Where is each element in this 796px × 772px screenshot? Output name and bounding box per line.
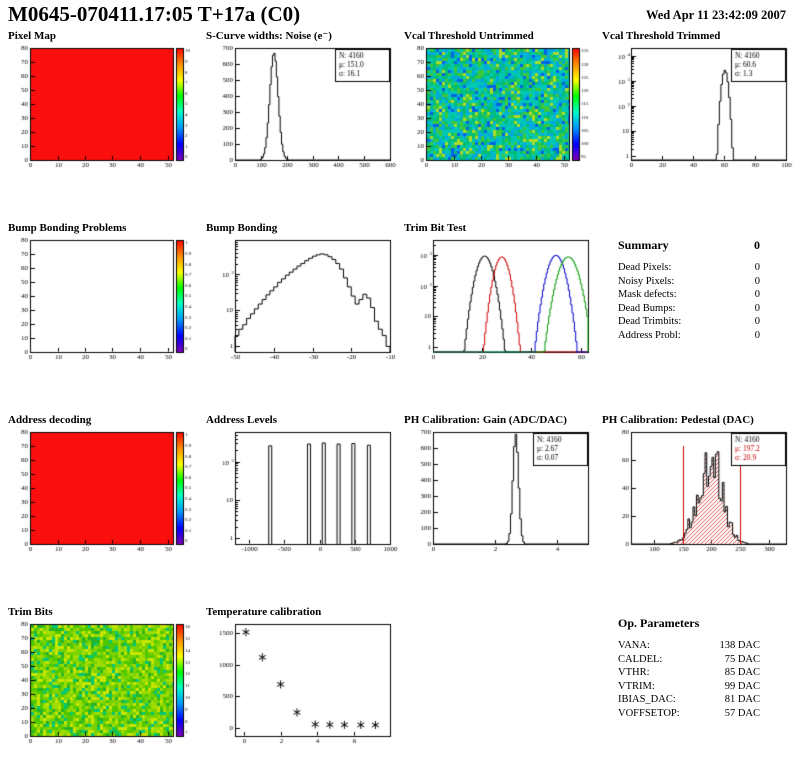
op-parameter-row: CALDEL: 75 DAC [618,653,760,667]
summary-header: Summary 0 [618,238,760,253]
op-parameter-value: 138 DAC [719,639,760,653]
bump-problems-panel: Bump Bonding Problems [8,222,200,367]
op-parameter-value: 85 DAC [725,666,760,680]
op-parameter-row: VTHR: 85 DAC [618,666,760,680]
summary-row-value: 0 [755,288,760,302]
pixel-map-title: Pixel Map [8,30,200,43]
trim-bits-panel: Trim Bits [8,606,200,751]
address-decoding-panel: Address decoding [8,414,200,559]
ph-gain-canvas [404,427,596,559]
summary-row-label: Noisy Pixels: [618,275,674,289]
vcal-trimmed-title: Vcal Threshold Trimmed [602,30,794,43]
summary-row-value: 0 [755,275,760,289]
report-datetime: Wed Apr 11 23:42:09 2007 [646,8,786,23]
report-page: M0645-070411.17:05 T+17a (C0) Wed Apr 11… [0,0,796,772]
summary-row-value: 0 [755,315,760,329]
ph-pedestal-canvas [602,427,794,559]
summary-row: Address Probl: 0 [618,329,760,343]
summary-total: 0 [754,238,760,253]
summary-row-value: 0 [755,329,760,343]
summary-row-label: Dead Pixels: [618,261,671,275]
summary-row: Mask defects: 0 [618,288,760,302]
bump-problems-title: Bump Bonding Problems [8,222,200,235]
op-parameter-value: 57 DAC [725,707,760,721]
summary-row: Noisy Pixels: 0 [618,275,760,289]
vcal-trimmed-panel: Vcal Threshold Trimmed [602,30,794,175]
trim-bits-title: Trim Bits [8,606,200,619]
temp-cal-canvas [206,619,398,751]
address-levels-panel: Address Levels [206,414,398,559]
ph-pedestal-title: PH Calibration: Pedestal (DAC) [602,414,794,427]
op-parameter-label: VTHR: [618,666,650,680]
bump-bonding-canvas [206,235,398,367]
op-parameter-row: VOFFSETOP: 57 DAC [618,707,760,721]
vcal-trimmed-canvas [602,43,794,175]
op-parameter-row: IBIAS_DAC: 81 DAC [618,693,760,707]
bump-bonding-title: Bump Bonding [206,222,398,235]
pixel-map-panel: Pixel Map [8,30,200,175]
address-decoding-canvas [8,427,200,559]
op-parameter-label: CALDEL: [618,653,662,667]
summary-row: Dead Trimbits: 0 [618,315,760,329]
op-parameter-label: VANA: [618,639,650,653]
summary-title: Summary [618,238,669,253]
scurve-noise-panel: S-Curve widths: Noise (e⁻) [206,30,398,175]
vcal-untrimmed-panel: Vcal Threshold Untrimmed [404,30,596,175]
op-parameters-panel: Op. Parameters VANA: 138 DAC CALDEL: 75 … [618,616,760,720]
address-levels-canvas [206,427,398,559]
op-parameter-value: 81 DAC [725,693,760,707]
vcal-untrimmed-title: Vcal Threshold Untrimmed [404,30,596,43]
summary-row-label: Dead Trimbits: [618,315,681,329]
op-parameter-row: VANA: 138 DAC [618,639,760,653]
summary-row: Dead Pixels: 0 [618,261,760,275]
bump-problems-canvas [8,235,200,367]
trim-bit-test-title: Trim Bit Test [404,222,596,235]
address-decoding-title: Address decoding [8,414,200,427]
op-parameter-label: VTRIM: [618,680,655,694]
summary-row-label: Mask defects: [618,288,677,302]
report-title: M0645-070411.17:05 T+17a (C0) [8,2,300,27]
summary-row-value: 0 [755,302,760,316]
summary-row-label: Address Probl: [618,329,681,343]
trim-bit-test-canvas [404,235,596,367]
ph-pedestal-panel: PH Calibration: Pedestal (DAC) [602,414,794,559]
op-parameters-title: Op. Parameters [618,616,699,631]
temp-cal-panel: Temperature calibration [206,606,398,751]
trim-bit-test-panel: Trim Bit Test [404,222,596,367]
op-parameter-label: IBIAS_DAC: [618,693,676,707]
summary-row: Dead Bumps: 0 [618,302,760,316]
address-levels-title: Address Levels [206,414,398,427]
scurve-noise-canvas [206,43,398,175]
pixel-map-canvas [8,43,200,175]
ph-gain-title: PH Calibration: Gain (ADC/DAC) [404,414,596,427]
vcal-untrimmed-canvas [404,43,596,175]
trim-bits-canvas [8,619,200,751]
op-parameter-value: 99 DAC [725,680,760,694]
op-parameter-row: VTRIM: 99 DAC [618,680,760,694]
ph-gain-panel: PH Calibration: Gain (ADC/DAC) [404,414,596,559]
summary-row-label: Dead Bumps: [618,302,675,316]
summary-row-value: 0 [755,261,760,275]
scurve-noise-title: S-Curve widths: Noise (e⁻) [206,30,398,43]
summary-panel: Summary 0 Dead Pixels: 0 Noisy Pixels: 0… [618,238,760,342]
op-parameter-label: VOFFSETOP: [618,707,680,721]
op-parameters-header: Op. Parameters [618,616,760,631]
temp-cal-title: Temperature calibration [206,606,398,619]
op-parameter-value: 75 DAC [725,653,760,667]
bump-bonding-panel: Bump Bonding [206,222,398,367]
